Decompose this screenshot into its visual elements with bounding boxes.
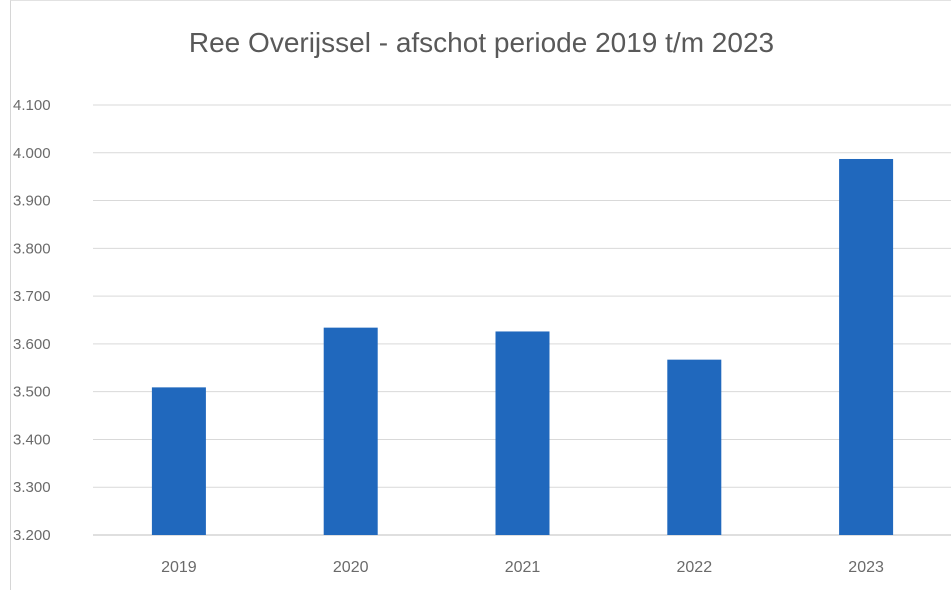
bar-2023 [839,158,894,535]
x-tick-label: 2021 [505,559,541,576]
y-tick-label: 3.500 [13,384,51,401]
y-tick-label: 3.200 [13,527,51,544]
y-tick-label: 3.800 [13,240,51,257]
x-tick-label: 2022 [677,559,713,576]
bar-2019 [151,387,206,535]
y-tick-label: 4.000 [13,145,51,162]
y-tick-label: 3.600 [13,336,51,353]
x-tick-label: 2019 [161,559,197,576]
chart-frame: Ree Overijssel - afschot periode 2019 t/… [10,0,951,590]
y-tick-label: 3.900 [13,193,51,210]
y-tick-label: 3.400 [13,431,51,448]
chart-title: Ree Overijssel - afschot periode 2019 t/… [188,27,775,58]
bar-2022 [667,359,722,535]
y-tick-label: 3.300 [13,479,51,496]
y-tick-label: 4.100 [13,97,51,114]
x-tick-label: 2020 [333,559,369,576]
bar-2020 [323,327,378,535]
x-tick-label: 2023 [848,559,884,576]
y-tick-label: 3.700 [13,288,51,305]
bar-2021 [495,331,550,535]
chart-plot: 4.100 4.000 3.900 3.800 3.700 3.600 3.500 3.400… [13,97,951,576]
